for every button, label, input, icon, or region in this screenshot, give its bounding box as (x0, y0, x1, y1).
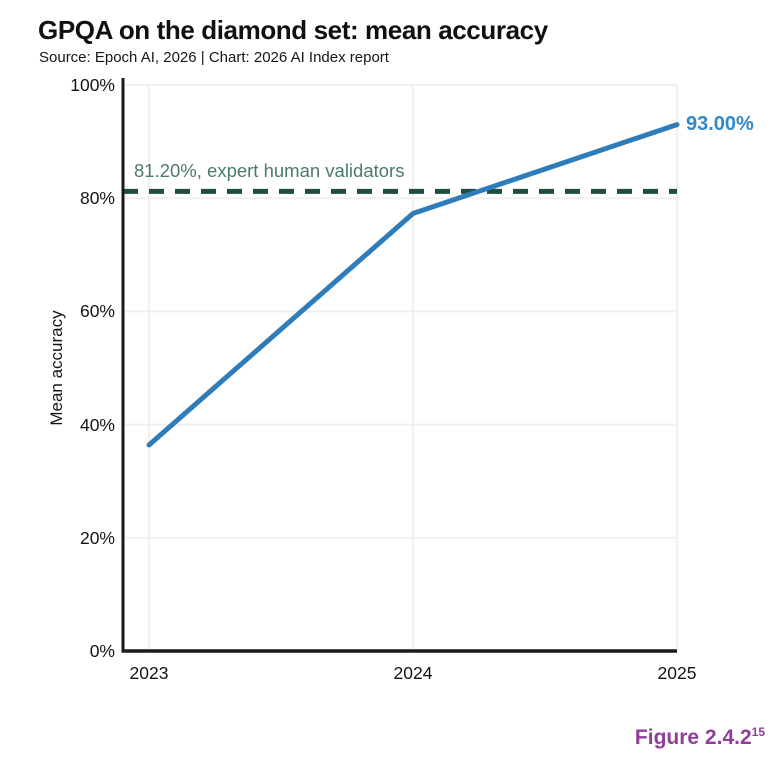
x-tick-label: 2023 (129, 663, 169, 683)
y-axis-title: Mean accuracy (47, 310, 66, 426)
chart-title: GPQA on the diamond set: mean accuracy (38, 15, 548, 45)
x-tick-label: 2024 (393, 663, 433, 683)
figure-caption-label: Figure 2.4.2 (634, 726, 752, 749)
y-tick-label: 0% (89, 641, 115, 661)
x-tick-label: 2025 (657, 663, 697, 683)
y-tick-label: 20% (79, 527, 115, 548)
figure-caption-superscript: 15 (751, 725, 765, 739)
reference-line-label: 81.20%, expert human validators (134, 160, 405, 182)
y-tick-label: 40% (79, 414, 115, 435)
y-tick-label: 80% (79, 188, 115, 209)
y-tick-label: 60% (79, 301, 115, 322)
chart-subtitle: Source: Epoch AI, 2026 | Chart: 2026 AI … (39, 49, 389, 66)
series-line-mean-accuracy (146, 122, 680, 448)
figure-caption: Figure 2.4.215 (635, 726, 765, 750)
series-end-label: 93.00% (686, 112, 754, 135)
y-tick-label: 100% (70, 75, 115, 95)
